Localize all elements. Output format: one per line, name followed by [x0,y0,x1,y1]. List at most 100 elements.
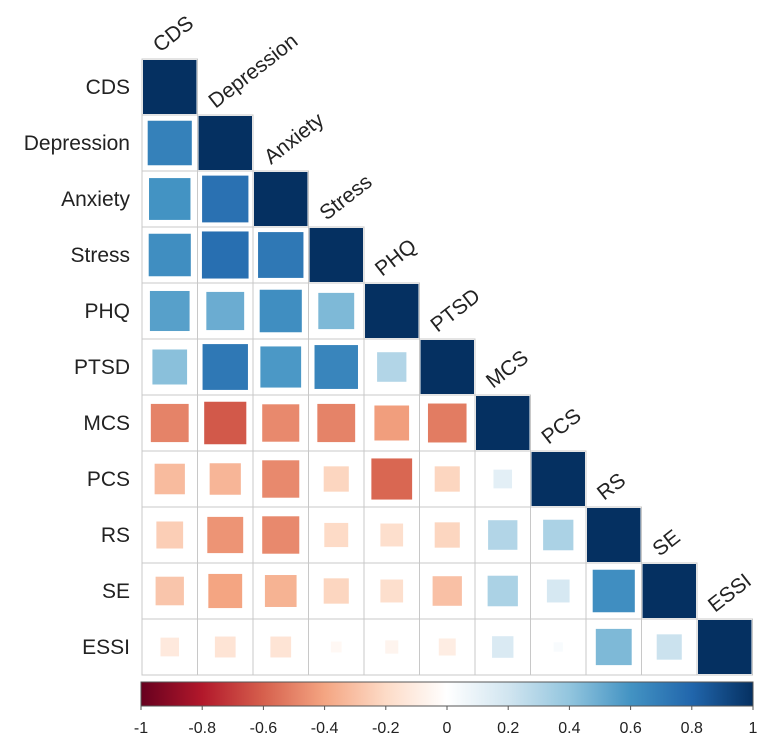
correlation-square [543,519,574,551]
colorbar-tick-label: -0.6 [250,720,278,737]
correlation-square [270,636,292,658]
row-label: PTSD [74,356,130,379]
row-label: SE [102,580,130,603]
colorbar-tick-label: -0.2 [372,720,400,737]
grid-cell [308,282,365,340]
correlation-square [262,404,300,442]
correlation-square [154,463,185,495]
correlation-square [385,640,399,654]
correlation-square [592,569,635,613]
correlation-square [258,232,304,278]
colorbar-tick-label: 0.6 [619,720,641,737]
diagonal-square [254,172,308,226]
row-label: Depression [24,132,130,155]
column-label: PCS [537,404,585,449]
correlation-square [546,579,570,603]
correlation-square [323,466,349,492]
correlation-square [427,403,467,443]
correlation-square [371,458,413,500]
diagonal-square [698,620,752,674]
correlation-square [149,290,190,332]
correlation-square [152,349,188,385]
colorbar-tick-label: 0.4 [558,720,580,737]
diagonal-square [642,564,696,618]
colorbar-tick-label: -0.8 [188,720,216,737]
diagonal-square [476,396,530,450]
colorbar-tick-label: 1 [749,720,758,737]
correlation-square [155,576,184,606]
colorbar-tick-label: 0.2 [497,720,519,737]
column-label: Stress [315,170,376,225]
column-label: SE [648,526,684,561]
correlation-square [156,521,184,549]
correlation-square [380,579,404,603]
correlation-square [148,233,191,277]
colorbar [140,681,754,707]
correlation-square [202,175,249,223]
column-label: MCS [482,346,533,393]
correlation-square [434,466,460,492]
row-label: MCS [83,412,130,435]
diagonal-square [143,60,197,114]
correlation-square [160,637,180,657]
column-label: PTSD [426,284,484,337]
correlation-square [438,638,456,656]
colorbar-tick-label: -1 [134,720,148,737]
row-label: ESSI [82,636,130,659]
column-label: CDS [149,12,198,57]
row-label: Anxiety [61,188,130,211]
row-label: PCS [87,468,130,491]
column-label: Depression [204,29,302,113]
row-labels: CDS Depression Anxiety Stress PHQ PTSD MCS PCS R… [24,76,131,659]
colorbar-tick-label: 0.8 [681,720,703,737]
correlation-square [260,346,302,388]
correlation-square [204,401,247,445]
diagonal-square [198,116,252,170]
colorbar-legend: -1 -0.8 -0.6 -0.4 -0.2 0 0.2 0.4 0.6 0.8 1 [134,681,758,737]
correlation-square [209,463,241,495]
colorbar-tick-label: 0 [443,720,452,737]
column-label: ESSI [704,569,756,617]
correlation-square [208,573,243,609]
correlation-square [553,642,563,652]
correlation-square [317,403,356,443]
column-label: PHQ [371,235,421,281]
correlation-square [323,578,349,604]
diagonal-square [365,284,419,338]
column-label: RS [593,469,630,505]
diagonal-square [420,340,474,394]
correlation-square [318,292,355,330]
correlation-square [434,522,460,548]
correlation-square [201,231,249,279]
correlation-square [488,520,518,550]
correlation-square [259,289,302,333]
row-label: RS [101,524,130,547]
matrix-cells [141,58,753,676]
correlation-square [207,516,244,554]
correlation-square [377,352,407,382]
correlation-square [314,345,358,389]
correlation-square [150,403,189,443]
correlation-square [262,460,300,498]
correlation-square [432,576,462,606]
correlation-square [262,516,300,554]
column-label: Anxiety [260,108,329,169]
correlation-square [374,405,410,441]
row-label: CDS [86,76,130,99]
correlation-square [206,291,245,331]
correlation-square [324,522,349,548]
correlation-square [595,628,632,666]
row-label: PHQ [84,300,130,323]
correlation-square [380,523,404,547]
correlation-square [214,636,236,658]
correlation-square [493,469,513,489]
correlation-square [264,575,297,607]
correlation-square [330,641,342,653]
diagonal-square [587,508,641,562]
diagonal-square [531,452,585,506]
row-label: Stress [70,244,130,267]
correlation-square [487,575,518,607]
correlation-square [149,178,191,220]
